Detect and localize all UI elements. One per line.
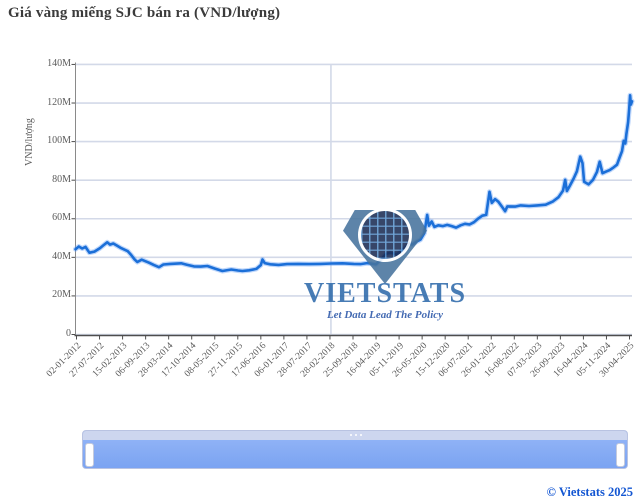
y-tick-label: 120M (47, 96, 71, 108)
y-tick-label: 140M (47, 57, 71, 69)
y-tick-label: 0 (66, 328, 71, 339)
y-tick-label: 80M (52, 173, 71, 185)
y-tick-label: 100M (47, 135, 71, 147)
slider-selected-range[interactable] (83, 440, 627, 468)
slider-header-bar[interactable] (83, 431, 627, 440)
line-chart-canvas (71, 62, 635, 340)
date-range-slider[interactable] (82, 430, 628, 469)
slider-left-handle[interactable] (85, 443, 94, 467)
copyright-text: © Vietstats 2025 (546, 485, 633, 499)
y-tick-label: 40M (52, 250, 71, 262)
slider-grip-dots-icon[interactable] (355, 434, 357, 436)
slider-right-handle[interactable] (616, 443, 625, 467)
price-line (74, 94, 634, 273)
y-tick-label: 60M (52, 212, 71, 224)
price-line-halo (73, 92, 635, 274)
y-tick-label: 20M (52, 289, 71, 301)
chart-title: Giá vàng miếng SJC bán ra (VND/lượng) (8, 5, 281, 21)
